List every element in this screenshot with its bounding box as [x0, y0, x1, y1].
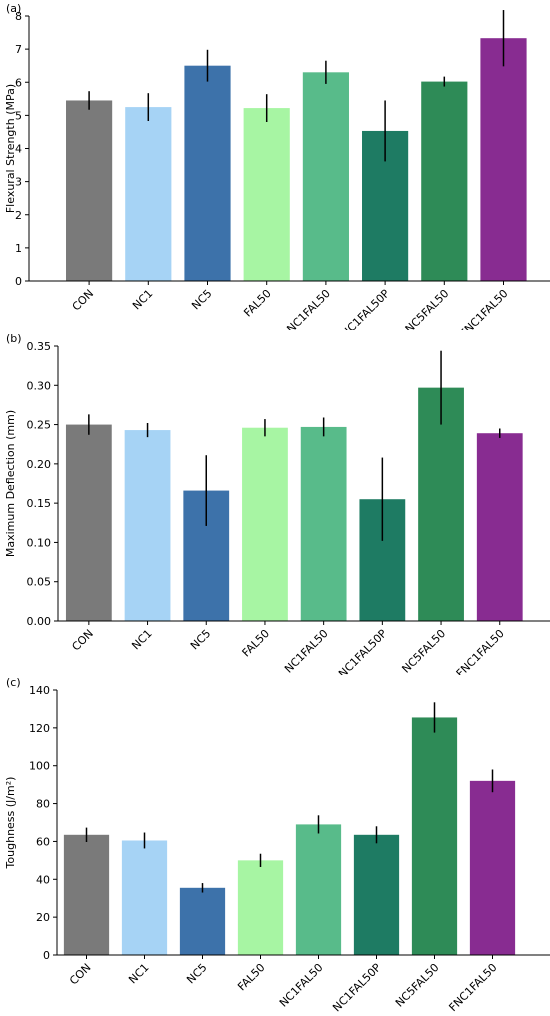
y-tick-label: 0: [43, 949, 50, 962]
y-tick-label: 0.00: [27, 615, 52, 628]
y-tick-label: 6: [15, 76, 22, 89]
bar: [353, 834, 400, 955]
x-tick-label: NC1FAL50P: [336, 627, 390, 675]
x-tick-label: NC5FAL50: [403, 287, 452, 330]
y-tick-label: 2: [15, 209, 22, 222]
y-tick-label: 1: [15, 242, 22, 255]
x-tick-label: CON: [69, 627, 96, 654]
y-tick-label: 100: [29, 760, 50, 773]
x-tick-label: FNC1FAL50: [457, 287, 510, 330]
maximum-deflection-chart: (b) Maximum Deflection (mm) 0.00 0.05 0.10 0.…: [4, 332, 550, 675]
bar: [65, 424, 112, 621]
y-tick-label: 80: [36, 798, 50, 811]
y-tick-label: 20: [36, 911, 50, 924]
bar: [242, 427, 288, 621]
panel-label: (c): [6, 676, 21, 689]
y-tick-label: 4: [15, 143, 22, 156]
y-tick-label: 0.25: [27, 419, 52, 432]
y-tick-label: 0.05: [27, 576, 52, 589]
bar: [243, 108, 290, 282]
bar: [469, 780, 516, 955]
x-tick-label: NC1FAL50: [277, 961, 326, 1010]
y-tick-label: 40: [36, 873, 50, 886]
y-tick-label: 0.15: [27, 497, 52, 510]
bar: [121, 840, 168, 955]
x-tick-label: NC1FAL50P: [330, 961, 384, 1015]
panel-label: (a): [6, 2, 21, 15]
y-axis-title: Maximum Deflection (mm): [4, 410, 17, 557]
x-tick-label: NC5FAL50: [399, 627, 448, 675]
y-tick-label: 8: [15, 10, 22, 23]
x-tick-label: NC1FAL50: [282, 627, 331, 675]
y-tick-label: 0.20: [27, 458, 52, 471]
y-tick-label: 5: [15, 109, 22, 122]
x-tick-label: CON: [67, 961, 94, 988]
y-tick-label: 0: [15, 275, 22, 288]
y-tick-label: 60: [36, 835, 50, 848]
bar: [418, 387, 464, 621]
bar: [302, 72, 349, 281]
x-tick-label: NC1: [130, 287, 155, 312]
x-tick-label: FAL50: [240, 627, 273, 660]
x-tick-label: FNC1FAL50: [454, 627, 507, 675]
y-axis-title: Toughness (J/m²): [4, 777, 17, 870]
y-tick-label: 3: [15, 176, 22, 189]
bar: [124, 430, 171, 621]
x-tick-label: NC1FAL50: [284, 287, 333, 330]
bar: [480, 38, 527, 281]
panel-label: (b): [6, 332, 22, 345]
x-tick-label: FNC1FAL50: [446, 961, 499, 1014]
y-tick-label: 120: [29, 722, 50, 735]
bar: [476, 433, 523, 621]
y-tick-label: 0.10: [27, 536, 52, 549]
toughness-chart: (c) Toughness (J/m²) 0 20 40 60 80 100 120 140 CON…: [4, 676, 550, 1015]
bar: [184, 65, 231, 281]
y-axis-title: Flexural Strength (MPa): [4, 84, 17, 213]
y-tick-label: 7: [15, 43, 22, 56]
x-tick-label: CON: [70, 287, 97, 314]
bar: [125, 107, 172, 281]
bar: [411, 717, 458, 955]
x-tick-label: NC1FAL50P: [339, 287, 393, 330]
bar: [66, 100, 113, 281]
x-tick-label: NC1: [129, 627, 154, 652]
y-tick-label: 140: [29, 684, 50, 697]
bar: [295, 824, 342, 955]
y-tick-label: 0.35: [27, 340, 52, 353]
x-tick-label: NC5: [188, 627, 213, 652]
bar: [300, 426, 347, 621]
bar: [421, 81, 468, 282]
bar: [179, 887, 226, 955]
x-tick-label: NC5: [184, 961, 209, 986]
x-tick-label: FAL50: [235, 961, 268, 994]
x-tick-label: NC5FAL50: [393, 961, 442, 1010]
x-tick-label: NC1: [126, 961, 151, 986]
bar: [63, 834, 110, 955]
x-tick-label: NC5: [189, 287, 214, 312]
flexural-strength-chart: (a) Flexural Strength (MPa) 0 1 2 3 4 5 6 7 8 CON NC…: [4, 2, 550, 330]
bar: [237, 860, 284, 955]
y-tick-label: 0.30: [27, 379, 52, 392]
x-tick-label: FAL50: [241, 287, 274, 320]
